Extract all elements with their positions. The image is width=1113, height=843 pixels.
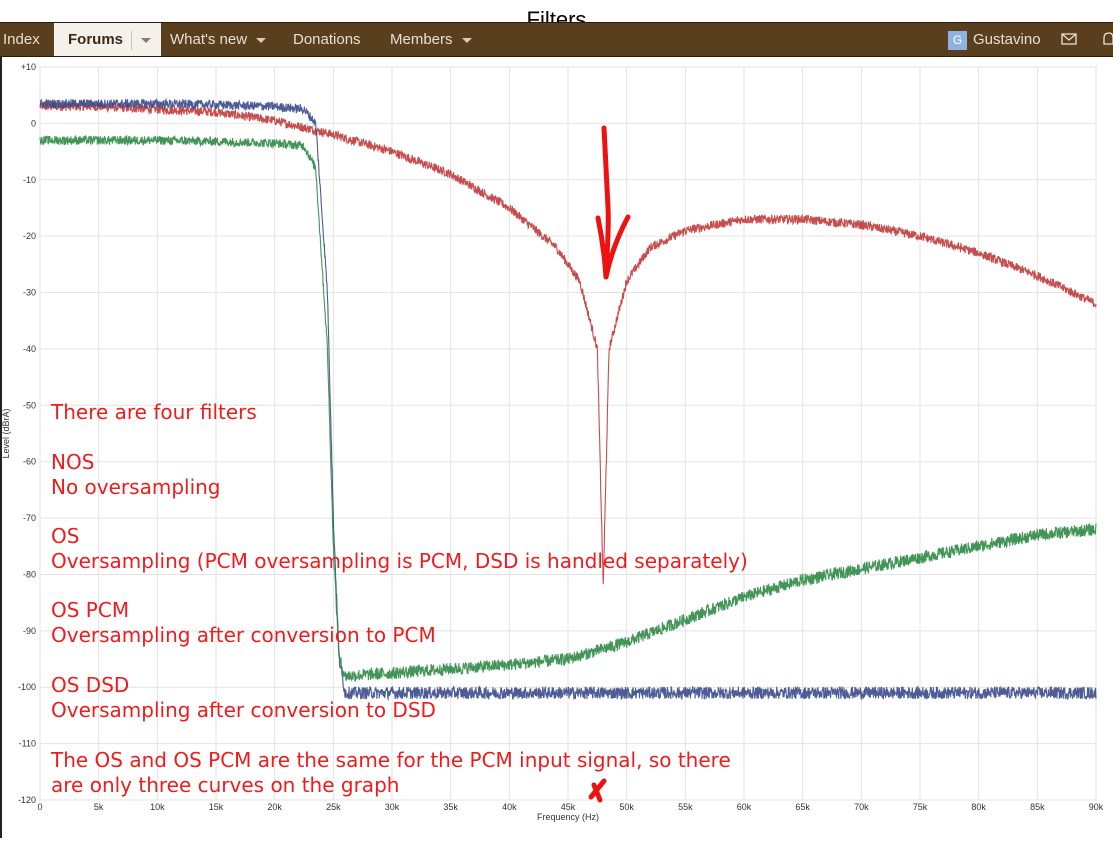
inbox-icon[interactable] (1061, 23, 1077, 56)
y-tick-label: -20 (23, 231, 36, 241)
x-tick-label: 35k (443, 802, 458, 812)
annotation-line: OS (51, 524, 80, 548)
y-tick-label: -10 (23, 175, 36, 185)
x-tick-label: 40k (502, 802, 517, 812)
nav-divider (131, 30, 133, 50)
page-left-border (0, 57, 2, 838)
x-axis-label: Frequency (Hz) (537, 812, 599, 822)
x-tick-label: 85k (1030, 802, 1045, 812)
y-tick-label: -120 (18, 795, 36, 805)
series-line-3 (39, 134, 1097, 682)
nav-whats-new-label: What's new (170, 31, 248, 48)
annotation-line: Oversampling (PCM oversampling is PCM, D… (51, 549, 748, 573)
nav-whats-new[interactable]: What's new (170, 23, 267, 56)
y-tick-label: -60 (23, 457, 36, 467)
y-tick-label: -80 (23, 569, 36, 579)
y-tick-label: +10 (21, 62, 36, 72)
x-tick-label: 80k (971, 802, 986, 812)
x-tick-label: 45k (561, 802, 576, 812)
nav-forums[interactable]: Forums (54, 23, 162, 56)
red-arrow-annotation (595, 125, 631, 280)
x-tick-label: 55k (678, 802, 693, 812)
y-tick-label: -90 (23, 626, 36, 636)
nav-index-label: Index (3, 31, 40, 48)
y-tick-label: -30 (23, 288, 36, 298)
annotation-line: OS PCM (51, 598, 130, 622)
y-axis-label: Level (dBrA) (1, 408, 11, 458)
chevron-down-icon[interactable] (461, 37, 472, 43)
user-name: Gustavino (973, 31, 1041, 48)
series-line-2 (39, 97, 1097, 702)
red-cross-mark (588, 778, 607, 803)
nav-donations[interactable]: Donations (293, 23, 361, 56)
bell-icon[interactable] (1101, 23, 1113, 56)
annotation-line: There are four filters (51, 400, 257, 424)
nav-members-label: Members (390, 31, 453, 48)
x-tick-label: 50k (619, 802, 634, 812)
chart-svg: 0 5k 10k 15k 20k 25k 30k 35k 40k 45k 50k 55k 60k 65k 7… (1, 62, 1104, 822)
x-tick-label: 15k (209, 802, 224, 812)
nav-members[interactable]: Members (390, 23, 472, 56)
chart-series (39, 97, 1097, 702)
user-menu[interactable]: G Gustavino (948, 23, 1041, 56)
nav-forums-label: Forums (68, 31, 124, 48)
y-tick-label: -70 (23, 513, 36, 523)
annotation-line: are only three curves on the graph (51, 773, 400, 797)
y-tick-label: -110 (19, 739, 36, 749)
annotation-line: Oversampling after conversion to PCM (51, 623, 436, 647)
series-line-1 (39, 101, 1097, 585)
annotation-line: OS DSD (51, 673, 130, 697)
x-tick-label: 90k (1089, 802, 1104, 812)
top-navigation-bar: Index Forums What's new Donations Member… (0, 22, 1113, 57)
y-tick-label: -50 (23, 400, 36, 410)
nav-index[interactable]: Index (3, 23, 40, 56)
x-tick-label: 20k (267, 802, 282, 812)
nav-donations-label: Donations (293, 31, 361, 48)
x-tick-label: 75k (913, 802, 928, 812)
frequency-response-chart: 0 5k 10k 15k 20k 25k 30k 35k 40k 45k 50k 55k 60k 65k 7… (0, 57, 1113, 838)
chevron-down-icon[interactable] (256, 37, 267, 43)
avatar: G (948, 30, 967, 50)
annotation-line: Oversampling after conversion to DSD (51, 698, 436, 722)
annotation-line: The OS and OS PCM are the same for the P… (51, 748, 731, 772)
chevron-down-icon[interactable] (141, 37, 152, 43)
y-tick-label: 0 (31, 118, 36, 128)
x-tick-label: 30k (385, 802, 400, 812)
x-tick-label: 65k (795, 802, 810, 812)
annotation-line: No oversampling (51, 475, 221, 499)
y-tick-label: -100 (18, 682, 36, 692)
x-tick-label: 5k (94, 802, 104, 812)
x-tick-label: 10k (150, 802, 165, 812)
chart-grid (39, 66, 1097, 801)
y-tick-label: -40 (23, 344, 36, 354)
x-tick-label: 0 (37, 802, 42, 812)
x-tick-label: 25k (326, 802, 341, 812)
x-tick-label: 60k (737, 802, 752, 812)
page-title: Filters (526, 7, 587, 22)
annotation-line: NOS (51, 450, 95, 474)
chart-ticks: 0 5k 10k 15k 20k 25k 30k 35k 40k 45k 50k 55k 60k 65k 7… (18, 62, 1104, 812)
x-tick-label: 70k (854, 802, 869, 812)
